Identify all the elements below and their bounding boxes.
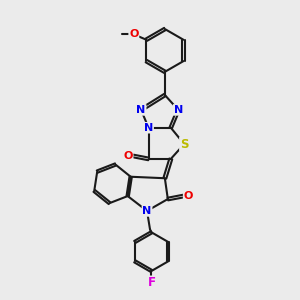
Text: N: N: [174, 105, 183, 115]
Text: O: O: [184, 191, 193, 201]
Text: S: S: [180, 138, 188, 151]
Text: N: N: [142, 206, 152, 216]
Text: F: F: [148, 276, 155, 290]
Text: O: O: [129, 29, 139, 39]
Text: N: N: [144, 123, 153, 133]
Text: O: O: [123, 151, 133, 161]
Text: N: N: [136, 105, 146, 115]
